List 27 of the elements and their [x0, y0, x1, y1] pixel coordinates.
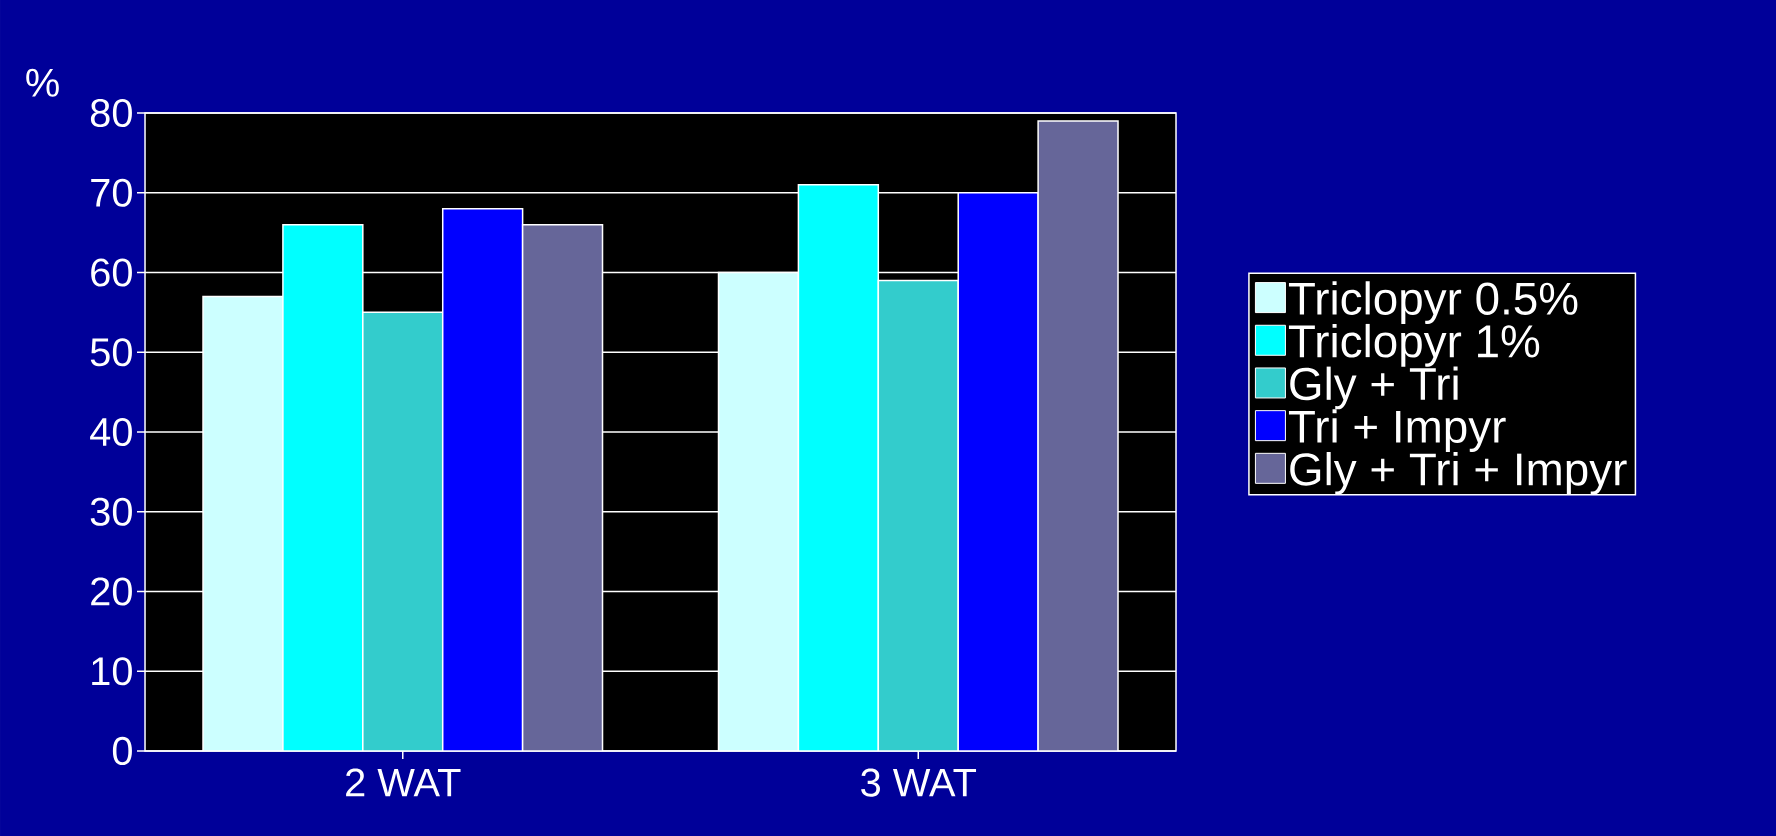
y-axis-title: %	[26, 68, 59, 97]
bar	[717, 271, 800, 751]
bar	[202, 295, 284, 751]
bar	[362, 311, 444, 751]
x-tick-label: 2 WAT	[346, 768, 461, 797]
bar	[957, 191, 1039, 751]
bar	[797, 184, 880, 751]
y-tick-label: 0	[112, 736, 132, 766]
x-tick-label: 3 WAT	[861, 768, 977, 797]
bar	[521, 223, 604, 751]
bar	[877, 279, 959, 751]
y-tick-label: 30	[90, 497, 132, 526]
y-tick-label: 20	[91, 577, 132, 606]
y-tick-label: 80	[90, 98, 132, 128]
legend-label: Gly + Tri + Impyr	[1290, 451, 1627, 495]
y-tick-label: 10	[92, 657, 132, 686]
bar	[282, 223, 364, 751]
y-tick-label: 50	[90, 338, 132, 367]
bar	[1037, 120, 1119, 751]
legend-label: Triclopyr 1%	[1288, 323, 1540, 367]
legend-label: Triclopyr 0.5%	[1288, 281, 1578, 324]
legend-label: Tri + Impyr	[1288, 409, 1506, 453]
bar	[441, 207, 524, 751]
y-tick-label: 60	[91, 258, 132, 287]
y-tick-label: 70	[91, 178, 132, 207]
y-tick-label: 40	[90, 417, 132, 447]
legend-label: Gly + Tri	[1290, 366, 1458, 410]
